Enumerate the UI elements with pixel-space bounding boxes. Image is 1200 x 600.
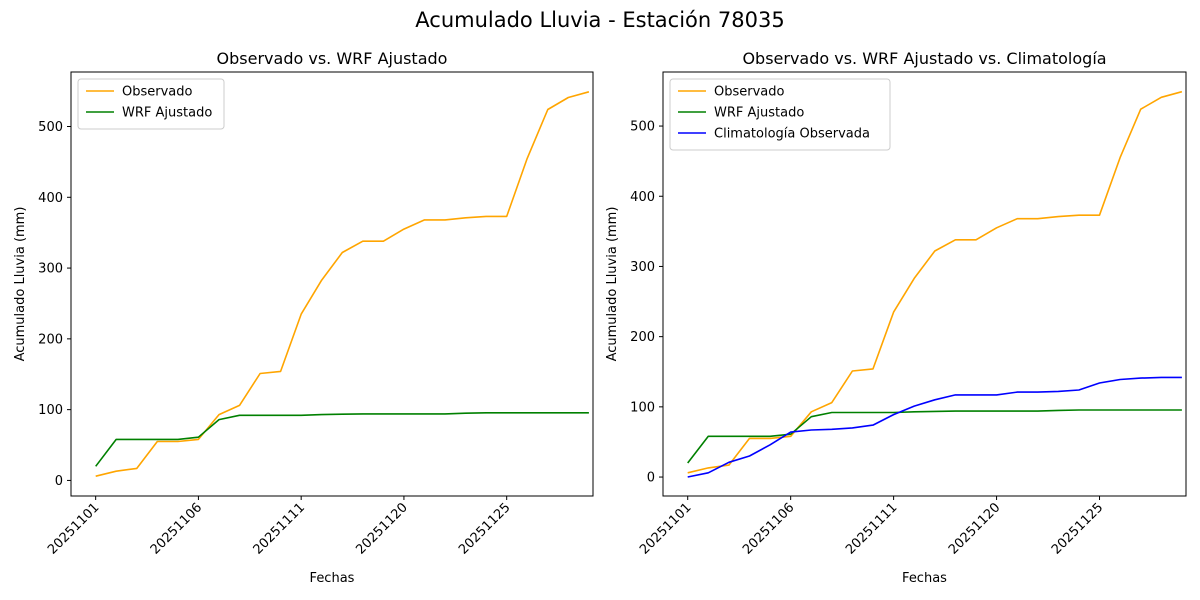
- legend: Observado WRF Ajustado: [77, 78, 225, 130]
- series-line-wrf-ajustado: [687, 409, 1182, 464]
- series-line-climatolog-a-observada: [687, 376, 1182, 478]
- legend: Observado WRF Ajustado Climatología Observ…: [669, 78, 891, 151]
- y-tick-label: 300: [630, 260, 655, 275]
- y-tick-label: 400: [630, 190, 655, 205]
- y-tick-label: 200: [38, 332, 63, 347]
- y-tick-label: 0: [55, 474, 63, 489]
- y-tick-label: 100: [38, 403, 63, 418]
- legend-label: Observado: [714, 85, 785, 100]
- series-group: [687, 90, 1183, 478]
- x-axis-label: Fechas: [310, 571, 355, 586]
- y-tick-label: 0: [647, 471, 655, 486]
- y-tick-label: 500: [630, 120, 655, 135]
- y-axis-label: Acumulado Lluvia (mm): [13, 207, 28, 362]
- series-line-wrf-ajustado: [95, 411, 589, 467]
- axes-frame: [70, 71, 594, 497]
- chart-title: Observado vs. WRF Ajustado: [217, 49, 448, 68]
- y-axis-label: Acumulado Lluvia (mm): [605, 207, 620, 362]
- series-group: [95, 91, 590, 477]
- axes-frame: [662, 71, 1187, 497]
- legend-label: Climatología Observada: [714, 127, 870, 142]
- legend-label: WRF Ajustado: [714, 106, 804, 121]
- y-tick-label: 300: [38, 262, 63, 277]
- y-tick-label: 100: [630, 400, 655, 415]
- y-tick-label: 500: [38, 120, 63, 135]
- x-axis-label: Fechas: [902, 571, 947, 586]
- chart-title: Observado vs. WRF Ajustado vs. Climatolo…: [742, 49, 1106, 68]
- legend-box: [77, 78, 225, 130]
- y-tick-label: 400: [38, 191, 63, 206]
- y-tick-label: 200: [630, 330, 655, 345]
- figure-suptitle: Acumulado Lluvia - Estación 78035: [415, 8, 784, 32]
- legend-box: [669, 78, 891, 151]
- legend-label: Observado: [122, 85, 193, 100]
- series-line-observado: [687, 90, 1183, 474]
- series-line-observado: [95, 91, 590, 477]
- legend-label: WRF Ajustado: [122, 106, 212, 121]
